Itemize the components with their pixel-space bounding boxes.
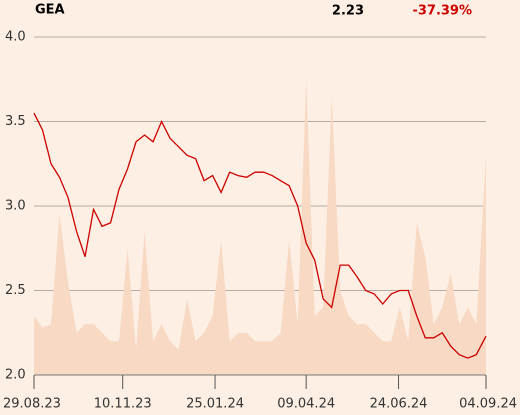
x-tick-label: 25.01.24 bbox=[186, 397, 244, 412]
chart-title: GEA bbox=[35, 3, 65, 18]
x-tick-label: 09.04.24 bbox=[277, 397, 335, 412]
x-tick-label: 04.09.24 bbox=[459, 397, 517, 412]
y-tick-label: 4.0 bbox=[5, 30, 26, 45]
volume-area bbox=[34, 79, 486, 375]
price-line bbox=[33, 112, 487, 359]
x-tick-label: 29.08.23 bbox=[3, 397, 61, 412]
y-tick-label: 2.5 bbox=[5, 283, 26, 298]
y-tick-label: 2.0 bbox=[5, 368, 26, 383]
y-tick-label: 3.5 bbox=[5, 114, 26, 129]
y-tick-label: 3.0 bbox=[5, 199, 26, 214]
x-tick-label: 10.11.23 bbox=[94, 397, 152, 412]
change: -37.39% bbox=[412, 4, 472, 19]
x-tick-label: 24.06.24 bbox=[370, 397, 428, 412]
last-value: 2.23 bbox=[332, 4, 364, 19]
